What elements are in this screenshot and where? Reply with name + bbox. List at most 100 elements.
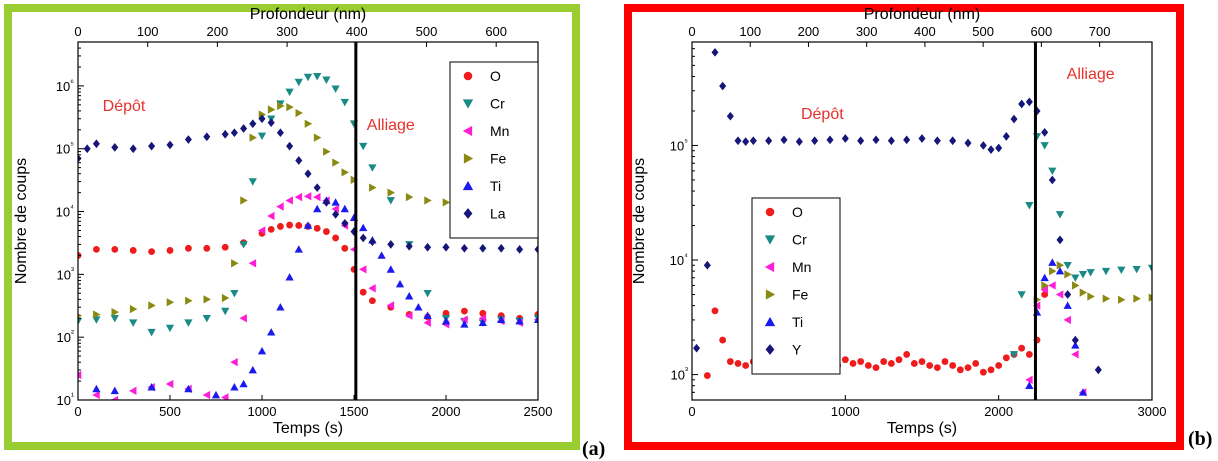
point-cr [331, 85, 340, 93]
point-ti [515, 317, 524, 325]
point-o [995, 362, 1003, 369]
point-o [933, 364, 941, 372]
point-o [341, 244, 349, 252]
point-mn [78, 370, 82, 380]
point-fe [111, 308, 119, 317]
point-mn [285, 196, 293, 205]
point-cr [1048, 167, 1057, 176]
x2-tick-label-a: 200 [207, 24, 229, 39]
point-ti [386, 265, 395, 273]
point-y [749, 136, 757, 146]
series-fe-b [1033, 261, 1152, 304]
x2-tick-label-b: 0 [688, 24, 695, 39]
legend-a: O Cr Mn Fe Ti La [449, 61, 539, 239]
point-ti [460, 320, 469, 328]
legend-marker-cr [764, 235, 776, 245]
point-cr [533, 314, 538, 323]
point-cr [257, 132, 267, 141]
point-y [949, 136, 957, 146]
point-cr [248, 178, 257, 186]
legend-marker-fe [765, 289, 776, 300]
point-cr [313, 73, 322, 81]
x2-tick-label-b: 600 [1031, 24, 1053, 39]
point-y [1064, 290, 1072, 299]
point-y [693, 343, 701, 353]
point-mn [1071, 350, 1079, 359]
point-mn [313, 192, 321, 202]
point-y [933, 136, 941, 146]
plot-area-b: 0 1000 2000 3000 0 100 200 300 400 500 600 700 10³ 10… [631, 6, 1166, 437]
series-ti-b [1025, 258, 1088, 396]
point-o [295, 222, 303, 229]
point-la [424, 242, 432, 252]
x2-tick-label-a: 300 [276, 24, 298, 39]
point-mn [1055, 290, 1064, 299]
x2-axis-label-a: Profondeur (nm) [250, 6, 367, 23]
point-mn [267, 211, 275, 221]
point-la [276, 128, 284, 138]
point-o [956, 366, 964, 374]
point-mn [460, 315, 468, 324]
point-la [111, 143, 119, 152]
point-o [887, 360, 895, 367]
point-mn [221, 393, 229, 400]
series-la-a [78, 114, 538, 254]
point-ti [1055, 266, 1065, 275]
point-cr [110, 314, 119, 323]
point-y [734, 136, 742, 146]
point-cr [1086, 269, 1095, 277]
point-fe [341, 168, 349, 177]
point-fe [1118, 295, 1126, 304]
point-mn [239, 314, 247, 323]
point-ti [377, 251, 386, 259]
legend-label-la: La [490, 206, 506, 222]
point-mn [129, 386, 137, 395]
point-y [826, 135, 834, 145]
point-fe [185, 296, 193, 305]
point-o [910, 360, 918, 367]
point-o [203, 244, 211, 252]
point-ti [267, 328, 276, 336]
legend-marker-ti [764, 316, 776, 327]
point-la [230, 128, 238, 138]
point-o [742, 362, 750, 369]
point-mn [359, 265, 367, 274]
point-mn [110, 395, 119, 400]
point-fe [1079, 288, 1088, 297]
point-y [811, 136, 819, 146]
point-y [742, 137, 750, 146]
point-cr [1132, 265, 1141, 274]
point-o [872, 364, 880, 372]
annotation-b: Dépôt [801, 106, 844, 123]
point-cr [359, 142, 368, 151]
point-la [359, 233, 367, 243]
point-o [711, 307, 719, 315]
data-layer-a [78, 73, 538, 400]
point-o [734, 360, 742, 367]
point-la [83, 144, 91, 154]
point-o [726, 358, 734, 365]
point-fe [286, 102, 294, 112]
point-cr [129, 319, 138, 327]
point-o [719, 336, 727, 344]
legend-marker-fe [463, 153, 474, 164]
legend-label-cr: Cr [792, 232, 807, 248]
point-mn [368, 284, 376, 293]
point-o [111, 245, 119, 253]
x-tick-label-b: 3000 [1138, 404, 1167, 419]
point-cr [230, 289, 239, 298]
point-mn [1048, 281, 1056, 290]
point-y [964, 138, 972, 148]
x2-tick-label-a: 600 [485, 24, 507, 39]
legend-marker-mn [764, 261, 775, 273]
point-o [880, 358, 888, 365]
point-fe [323, 147, 331, 156]
point-ti [1063, 301, 1072, 309]
x2-tick-label-b: 700 [1089, 24, 1111, 39]
point-la [249, 119, 257, 129]
point-fe [405, 192, 414, 202]
point-la [203, 132, 211, 142]
point-o [918, 358, 926, 365]
x2-tick-label-a: 100 [137, 24, 159, 39]
point-fe [166, 298, 175, 307]
